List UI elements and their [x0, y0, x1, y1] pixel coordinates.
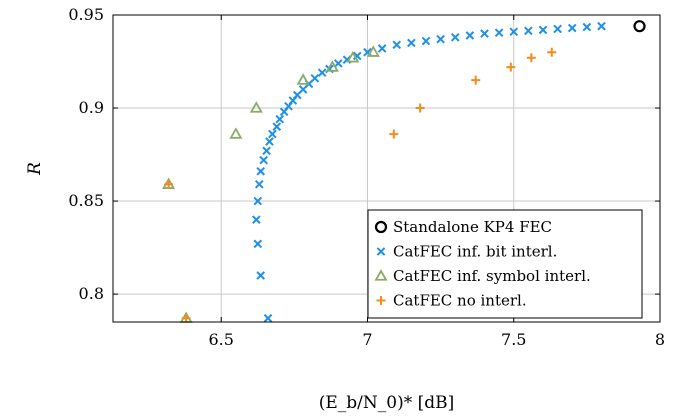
data-point [346, 50, 360, 63]
data-point [553, 24, 562, 34]
axis-ticks: 6.5 7 7.5 8 0.8 0.85 0.9 0.95 [68, 5, 665, 349]
legend-label: CatFEC no interl. [393, 292, 527, 310]
x-axis-label: (E_b/N_0)* [dB] [319, 393, 455, 413]
legend-entry: CatFEC no interl. [376, 292, 527, 310]
x-tick-label: 6.5 [209, 330, 234, 349]
series-2 [162, 45, 380, 323]
data-point [582, 22, 592, 32]
data-point [633, 20, 646, 33]
data-point [421, 36, 431, 46]
data-point [509, 27, 519, 37]
data-point [450, 33, 460, 42]
data-point [259, 155, 268, 165]
series-0 [633, 20, 646, 33]
legend-marker [374, 220, 388, 234]
data-point [415, 103, 425, 113]
data-point [310, 73, 320, 83]
legend-marker [376, 296, 386, 305]
data-point [333, 59, 343, 68]
data-point [471, 75, 481, 85]
data-point [465, 31, 475, 40]
series-3 [164, 47, 557, 323]
data-point [389, 129, 399, 139]
data-point [567, 23, 577, 33]
data-point [407, 38, 416, 48]
data-point [480, 29, 489, 38]
data-point [181, 313, 191, 323]
data-point [265, 137, 274, 146]
y-tick-label: 0.9 [79, 98, 104, 117]
data-point [377, 44, 387, 53]
legend-entry: Standalone KP4 FEC [374, 218, 552, 236]
data-point [317, 68, 327, 77]
data-point [275, 114, 285, 124]
data-point [494, 28, 504, 37]
data-point [253, 239, 263, 249]
legend: Standalone KP4 FEC CatFEC inf. bit interl… [367, 209, 643, 319]
x-tick-label: 7 [362, 330, 372, 349]
data-point [597, 21, 606, 31]
data-point [352, 51, 362, 61]
y-tick-label: 0.8 [79, 284, 104, 303]
legend-label: Standalone KP4 FEC [393, 218, 552, 236]
data-point [229, 127, 243, 139]
legend-label: CatFEC inf. symbol interl. [393, 267, 591, 285]
data-point [249, 101, 263, 113]
legend-label: CatFEC inf. bit interl. [393, 243, 557, 261]
data-point [272, 122, 282, 131]
y-tick-label: 0.85 [68, 191, 104, 210]
data-point [366, 45, 380, 57]
data-point [268, 129, 277, 139]
data-point [392, 40, 402, 50]
legend-marker [376, 247, 386, 256]
x-tick-label: 7.5 [501, 330, 526, 349]
x-tick-label: 8 [655, 330, 665, 349]
data-point [524, 26, 533, 36]
legend-marker [374, 269, 388, 281]
data-point [254, 180, 264, 189]
data-point [263, 313, 273, 323]
data-point [547, 47, 557, 57]
data-point [253, 196, 263, 206]
data-point [256, 166, 266, 176]
data-point [538, 25, 548, 35]
legend-entry: CatFEC inf. symbol interl. [374, 267, 591, 285]
y-axis-label: R [25, 162, 45, 176]
plot-frame [112, 14, 661, 323]
data-point [325, 60, 339, 72]
data-point [526, 53, 536, 63]
data-point [296, 73, 310, 85]
legend-box [367, 209, 643, 319]
data-point [256, 271, 266, 280]
y-tick-label: 0.95 [68, 5, 104, 24]
data-point [506, 62, 516, 72]
data-point [262, 146, 271, 156]
data-point [164, 179, 174, 189]
data-point [252, 215, 261, 224]
data-point [436, 34, 445, 44]
legend-entry: CatFEC inf. bit interl. [376, 243, 557, 261]
